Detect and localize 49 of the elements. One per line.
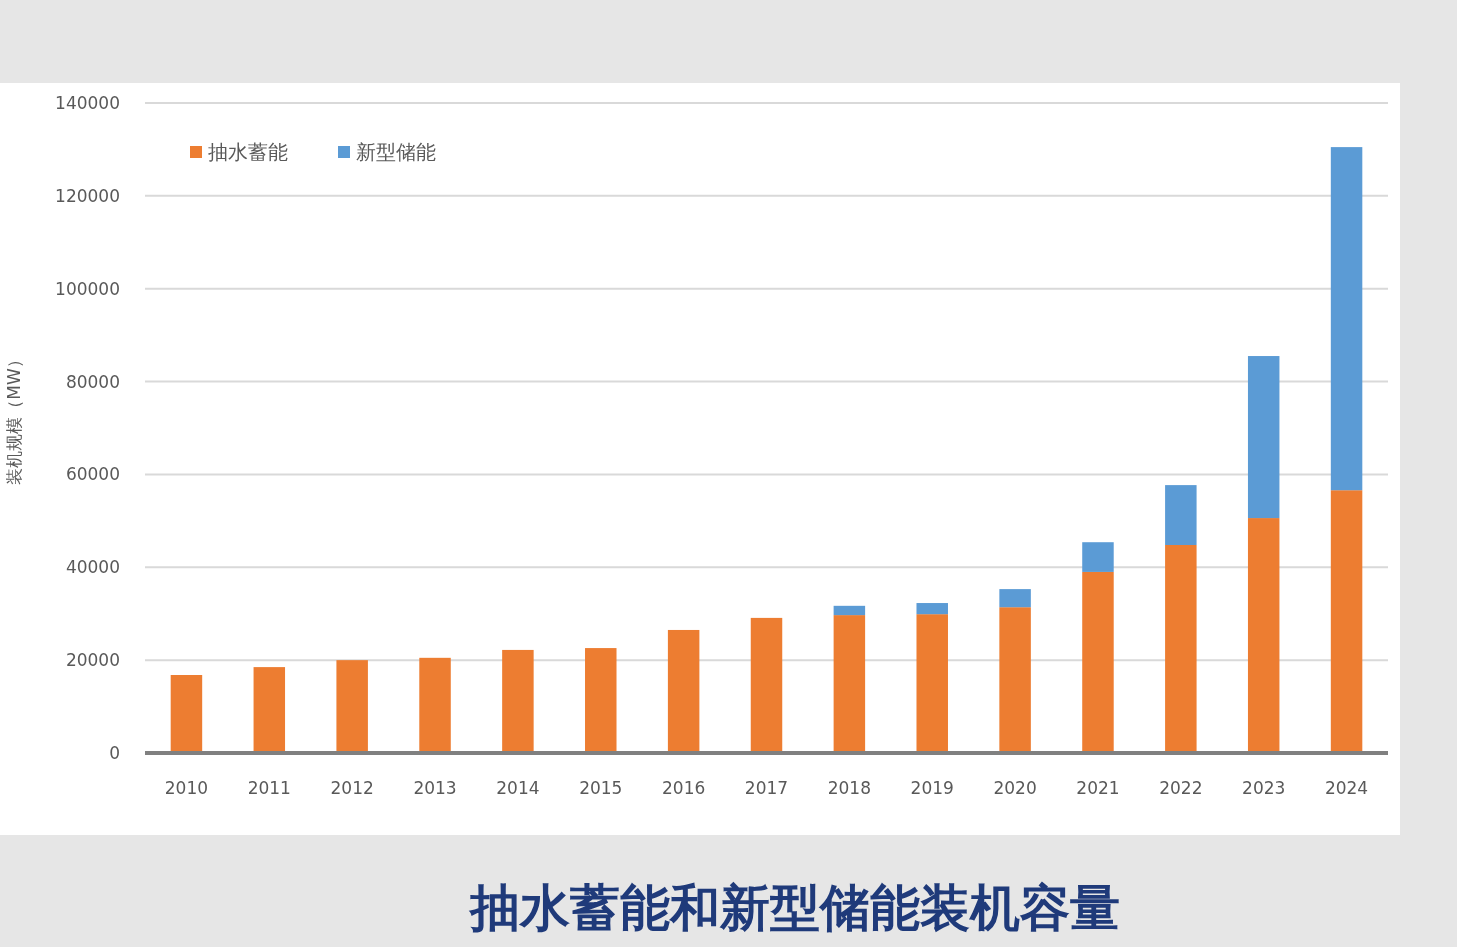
y-tick-label: 100000: [55, 278, 120, 299]
bar: [419, 657, 451, 753]
bar: [750, 617, 783, 753]
bar: [253, 667, 286, 753]
text: 抽水蓄能和新型储能装机容量: [468, 879, 1120, 937]
x-tick-label: 2015: [579, 778, 623, 798]
bar: [502, 649, 534, 753]
x-tick-label: 2012: [330, 778, 374, 798]
bar: [916, 614, 948, 753]
bar: [1330, 490, 1363, 753]
bar: [1247, 518, 1280, 753]
x-tick-label: 2011: [247, 778, 291, 798]
y-tick-label: 40000: [65, 557, 120, 578]
legend-label: 新型储能: [356, 140, 436, 164]
bar: [1082, 571, 1114, 753]
x-tick-label: 2010: [164, 778, 209, 798]
bar: [1082, 542, 1114, 572]
bar: [999, 589, 1031, 608]
bar: [1247, 356, 1280, 519]
x-tick-label: 2016: [662, 778, 706, 798]
y-tick-label: 120000: [55, 185, 120, 206]
bar: [1330, 147, 1363, 491]
y-axis-title: 装机规模（MW）: [4, 351, 24, 485]
x-tick-label: 2020: [993, 778, 1037, 798]
x-tick-label: 2018: [827, 778, 871, 798]
bar: [833, 605, 866, 616]
x-tick-label: 2024: [1324, 778, 1369, 798]
x-tick-label: 2023: [1242, 778, 1286, 798]
y-tick-label: 20000: [65, 650, 120, 671]
x-tick-label: 2014: [496, 778, 540, 798]
legend-label: 抽水蓄能: [208, 140, 288, 164]
bar: [1165, 545, 1197, 753]
x-tick-label: 2013: [413, 778, 457, 798]
bar: [667, 629, 700, 753]
bar: [999, 607, 1031, 753]
y-tick-label: 0: [109, 743, 120, 763]
bar: [585, 648, 617, 753]
bar: [916, 603, 948, 615]
y-tick-label: 80000: [65, 371, 120, 392]
x-tick-label: 2021: [1076, 778, 1120, 798]
bar: [170, 675, 203, 753]
bar: [833, 615, 866, 753]
bar: [336, 660, 368, 753]
x-tick-label: 2017: [744, 778, 789, 798]
y-tick-label: 140000: [55, 93, 120, 113]
bar: [1165, 485, 1197, 545]
x-tick-label: 2019: [910, 778, 954, 798]
y-tick-label: 60000: [65, 464, 120, 485]
x-tick-label: 2022: [1159, 778, 1203, 798]
